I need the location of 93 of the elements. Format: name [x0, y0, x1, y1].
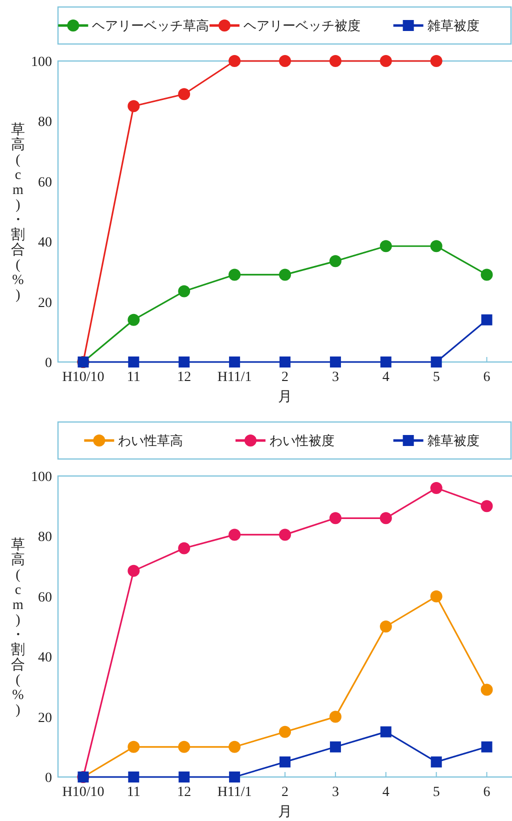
point: [480, 684, 493, 696]
y-tick-label: 60: [38, 175, 52, 190]
y-tick-label: 80: [38, 530, 52, 546]
x-tick-label: 4: [382, 785, 390, 800]
point: [430, 356, 442, 368]
point: [481, 314, 492, 326]
x-tick-label: 12: [177, 785, 192, 800]
point: [329, 255, 342, 268]
point: [128, 314, 140, 326]
x-tick-label: H11/1: [217, 370, 252, 385]
x-tick-label: H10/10: [62, 785, 104, 800]
point: [279, 528, 291, 541]
y-tick-label: 0: [45, 356, 52, 371]
point: [178, 356, 190, 368]
point: [178, 542, 190, 554]
point: [279, 726, 291, 738]
text: 草高(cm)・割合(%): [11, 538, 25, 718]
x-tick-label: H11/1: [217, 785, 252, 800]
point: [280, 356, 290, 368]
legend-item: わい性被度: [236, 433, 334, 448]
legend-item: わい性草高: [84, 433, 184, 448]
point: [228, 528, 241, 541]
x-tick-label: H10/10: [62, 370, 104, 385]
legend-item: ヘアリーベッチ被度: [210, 18, 360, 33]
point: [128, 772, 140, 782]
legend-label: わい性草高: [118, 433, 184, 448]
text: 草高(cm)・割合(%): [11, 123, 25, 303]
point: [480, 268, 493, 281]
point: [229, 356, 240, 368]
legend-label: 雑草被度: [427, 18, 480, 33]
point: [228, 740, 241, 753]
point: [430, 482, 442, 494]
point: [178, 285, 190, 298]
legend-label: ヘアリーベッチ草高: [92, 18, 210, 33]
point: [330, 356, 341, 368]
point: [228, 55, 241, 67]
x-tick-label: 5: [432, 370, 440, 385]
x-tick-label: 2: [282, 785, 288, 800]
point: [380, 726, 392, 738]
point: [430, 240, 442, 252]
legend-item: 雑草被度: [393, 433, 480, 448]
x-tick-label: 3: [332, 785, 339, 800]
point: [329, 512, 342, 524]
x-axis-title: 月: [278, 390, 292, 405]
point: [178, 740, 190, 753]
x-tick-label: 12: [177, 370, 192, 385]
point: [128, 100, 140, 112]
point: [380, 512, 392, 524]
x-tick-label: 11: [126, 785, 140, 800]
point: [128, 564, 140, 577]
legend-label: 雑草被度: [427, 433, 480, 448]
point: [380, 240, 392, 252]
point: [229, 772, 240, 782]
point: [279, 268, 291, 281]
point: [480, 500, 493, 512]
point: [430, 756, 442, 768]
x-axis-title: 月: [278, 804, 292, 820]
y-tick-label: 100: [31, 470, 52, 485]
point: [279, 55, 291, 67]
x-tick-label: 2: [282, 370, 288, 385]
x-tick-label: 6: [483, 370, 490, 385]
x-tick-label: 4: [382, 370, 390, 385]
y-tick-label: 100: [31, 55, 52, 70]
x-tick-label: 5: [432, 785, 440, 800]
point: [430, 590, 442, 602]
x-tick-label: 3: [332, 370, 339, 385]
point: [128, 356, 140, 368]
point: [128, 740, 140, 753]
point: [330, 741, 341, 752]
point: [380, 620, 392, 632]
y-tick-label: 40: [38, 650, 52, 666]
point: [228, 268, 241, 281]
y-tick-label: 20: [38, 710, 52, 726]
legend-label: わい性被度: [270, 433, 334, 448]
x-tick-label: 11: [126, 370, 140, 385]
y-tick-label: 20: [38, 296, 52, 311]
y-tick-label: 0: [45, 771, 52, 786]
point: [280, 756, 290, 768]
y-tick-label: 80: [38, 115, 52, 130]
legend-label: ヘアリーベッチ被度: [244, 18, 360, 33]
legend-item: ヘアリーベッチ草高: [58, 18, 210, 33]
point: [430, 55, 442, 67]
point: [329, 710, 342, 723]
x-tick-label: 6: [483, 785, 490, 800]
point: [178, 772, 190, 782]
legend-item: 雑草被度: [393, 18, 480, 33]
point: [329, 55, 342, 67]
point: [380, 55, 392, 67]
y-tick-label: 40: [38, 236, 52, 251]
point: [481, 741, 492, 752]
point: [178, 88, 190, 100]
y-tick-label: 60: [38, 590, 52, 606]
point: [380, 356, 392, 368]
